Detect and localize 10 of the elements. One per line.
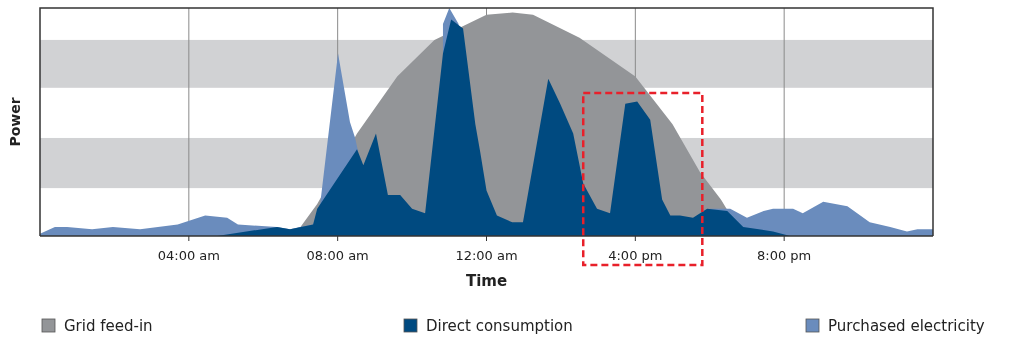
- x-tick-label: 12:00 am: [455, 248, 518, 263]
- x-axis-title: Time: [465, 272, 508, 290]
- x-tick-label: 04:00 am: [157, 248, 220, 263]
- legend-label: Grid feed-in: [64, 317, 153, 335]
- x-tick-label: 4:00 pm: [608, 248, 663, 263]
- x-tick-label: 08:00 am: [306, 248, 369, 263]
- x-tick-label: 8:00 pm: [757, 248, 812, 263]
- y-axis-title: Power: [7, 97, 23, 147]
- legend-label: Direct consumption: [426, 317, 573, 335]
- legend-label: Purchased electricity: [828, 317, 985, 335]
